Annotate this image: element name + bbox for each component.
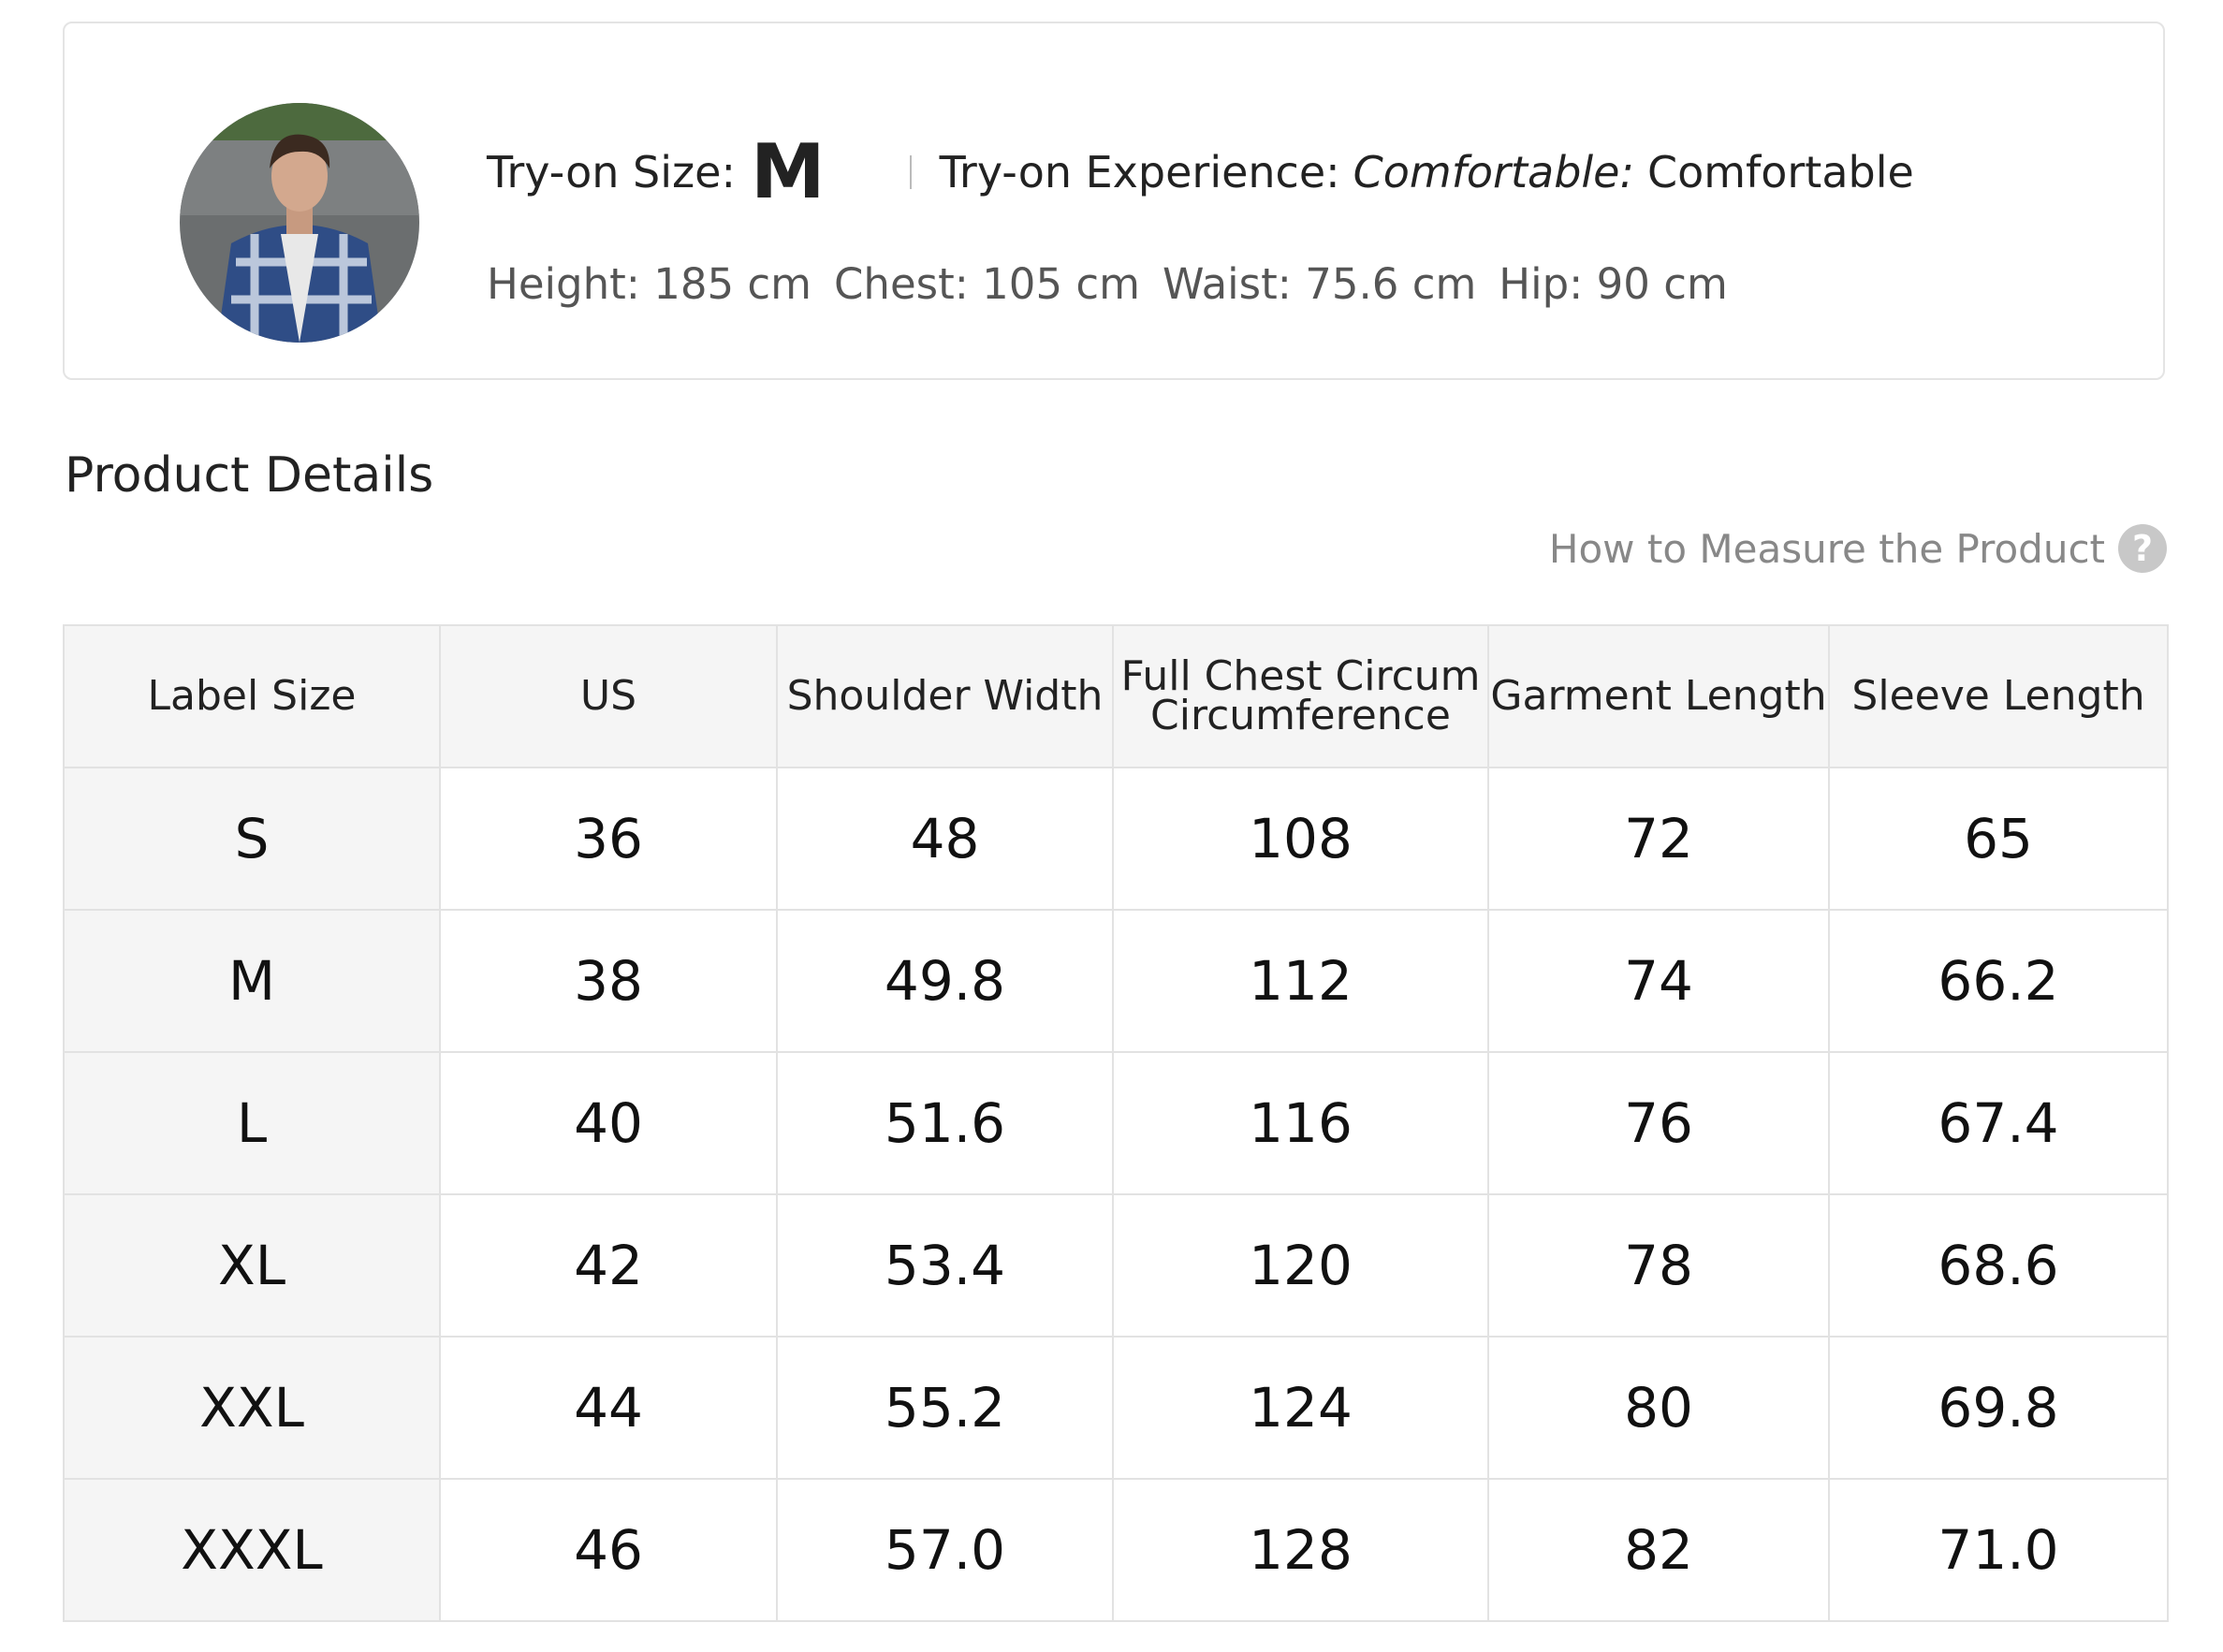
table-cell: 71.0	[1828, 1478, 2169, 1622]
table-cell: 65	[1828, 767, 2169, 911]
section-title: Product Details	[65, 447, 434, 504]
table-cell: 116	[1112, 1051, 1489, 1195]
table-cell: 112	[1112, 909, 1489, 1053]
table-row: XXXL 46 57.0 128 82 71.0	[63, 1478, 2169, 1622]
measure-link-text[interactable]: How to Measure the Product	[1548, 525, 2105, 572]
table-cell: 44	[439, 1336, 778, 1480]
experience-italic: Comfortable:	[1353, 146, 1634, 197]
table-row: M 38 49.8 112 74 66.2	[63, 909, 2169, 1053]
table-cell: 120	[1112, 1193, 1489, 1338]
table-cell: XXL	[63, 1336, 441, 1480]
table-cell: XXXL	[63, 1478, 441, 1622]
table-cell: 38	[439, 909, 778, 1053]
table-cell: 40	[439, 1051, 778, 1195]
measurement: Waist: 75.6 cm	[1162, 259, 1477, 309]
table-cell: 46	[439, 1478, 778, 1622]
measurement: Chest: 105 cm	[834, 259, 1140, 309]
header-cell: Full Chest Circum Circumference	[1112, 624, 1489, 768]
measurement: Hip: 90 cm	[1499, 259, 1728, 309]
table-cell: 55.2	[776, 1336, 1114, 1480]
size-value: M	[750, 128, 826, 215]
header-line: Full Chest Circum	[1120, 652, 1481, 700]
table-cell: 53.4	[776, 1193, 1114, 1338]
size-table: Label Size US Shoulder Width Full Chest Cir…	[63, 624, 2169, 1622]
avatar	[180, 103, 419, 343]
experience-label: Try-on Experience:	[939, 146, 1340, 197]
header-row: Label Size US Shoulder Width Full Chest Cir…	[63, 624, 2169, 768]
size-label: Try-on Size:	[487, 146, 736, 197]
table-cell: 72	[1487, 767, 1830, 911]
header-line: Sleeve Length	[1851, 672, 2145, 720]
header-cell: Sleeve Length	[1828, 624, 2169, 768]
table-row: S 36 48 108 72 65	[63, 767, 2169, 911]
header-cell: Shoulder Width	[776, 624, 1114, 768]
table-cell: 57.0	[776, 1478, 1114, 1622]
table-row: XL 42 53.4 120 78 68.6	[63, 1193, 2169, 1338]
header-cell: US	[439, 624, 778, 768]
header-line: Shoulder Width	[786, 672, 1104, 720]
header-cell: Label Size	[63, 624, 441, 768]
header-cell: Garment Length	[1487, 624, 1830, 768]
table-cell: 69.8	[1828, 1336, 2169, 1480]
table-cell: 80	[1487, 1336, 1830, 1480]
table-cell: 51.6	[776, 1051, 1114, 1195]
table-cell: 66.2	[1828, 909, 2169, 1053]
table-cell: 78	[1487, 1193, 1830, 1338]
tryon-size-line: Try-on Size: M Try-on Experience: Comfor…	[487, 128, 1914, 215]
header-line: Garment Length	[1490, 672, 1827, 720]
measurements: Height: 185 cm Chest: 105 cm Waist: 75.6 c…	[487, 259, 1750, 309]
table-cell: M	[63, 909, 441, 1053]
experience-value: Comfortable	[1646, 146, 1914, 197]
table-cell: 108	[1112, 767, 1489, 911]
table-cell: 68.6	[1828, 1193, 2169, 1338]
table-cell: 76	[1487, 1051, 1830, 1195]
table-cell: 42	[439, 1193, 778, 1338]
table-cell: 49.8	[776, 909, 1114, 1053]
separator	[909, 154, 912, 189]
table-cell: 128	[1112, 1478, 1489, 1622]
table-cell: 124	[1112, 1336, 1489, 1480]
measure-link[interactable]: How to Measure the Product ?	[1549, 524, 2167, 573]
header-line: Circumference	[1150, 692, 1451, 739]
table-cell: 82	[1487, 1478, 1830, 1622]
table-cell: L	[63, 1051, 441, 1195]
table-row: XXL 44 55.2 124 80 69.8	[63, 1336, 2169, 1480]
table-row: L 40 51.6 116 76 67.4	[63, 1051, 2169, 1195]
table-cell: 74	[1487, 909, 1830, 1053]
header-line: US	[579, 672, 637, 720]
table-cell: 48	[776, 767, 1114, 911]
table-cell: S	[63, 767, 441, 911]
measurement: Height: 185 cm	[487, 259, 812, 309]
help-icon[interactable]: ?	[2118, 524, 2167, 573]
header-line: Label Size	[147, 672, 357, 720]
tryon-card: Try-on Size: M Try-on Experience: Comfor…	[63, 22, 2165, 380]
table-cell: 67.4	[1828, 1051, 2169, 1195]
table-cell: XL	[63, 1193, 441, 1338]
table-cell: 36	[439, 767, 778, 911]
